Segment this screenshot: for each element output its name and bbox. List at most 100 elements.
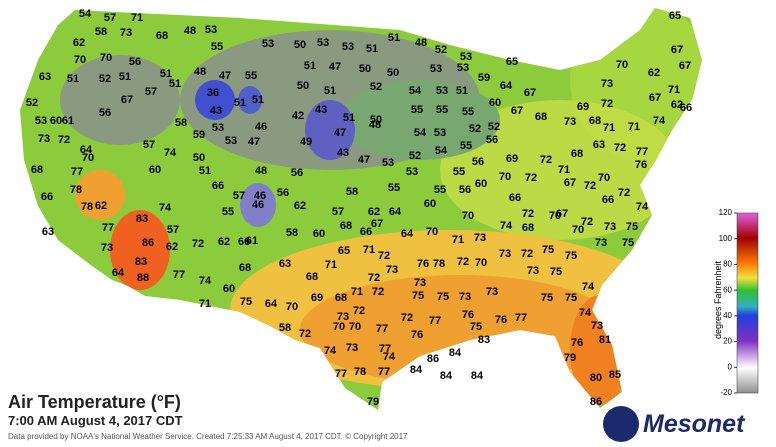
station-temp: 47 <box>358 154 370 166</box>
map-subtitle: 7:00 AM August 4, 2017 CDT <box>8 413 183 428</box>
station-temp: 48 <box>369 119 381 131</box>
colorbar-tick-label: 20 <box>723 337 732 346</box>
station-temp: 53 <box>457 62 469 74</box>
station-temp: 67 <box>671 44 683 56</box>
station-temp: 73 <box>591 320 603 332</box>
station-temp: 52 <box>26 97 38 109</box>
station-temp: 67 <box>564 177 576 189</box>
station-temp: 55 <box>462 106 474 118</box>
station-temp: 75 <box>437 291 449 303</box>
station-temp: 75 <box>412 290 424 302</box>
station-temp: 77 <box>335 368 347 380</box>
station-temp: 36 <box>207 87 219 99</box>
station-temp: 61 <box>246 235 258 247</box>
colorbar-tick-label: 0 <box>728 362 733 371</box>
station-temp: 77 <box>429 315 441 327</box>
station-temp: 66 <box>41 191 53 203</box>
station-temp: 75 <box>550 266 562 278</box>
station-temp: 75 <box>565 250 577 262</box>
station-temp: 81 <box>599 334 611 346</box>
logo: Mesonet <box>643 410 746 438</box>
station-temp: 75 <box>240 296 252 308</box>
station-temp: 75 <box>542 244 554 256</box>
station-temp: 74 <box>199 275 212 287</box>
logo-icon <box>603 406 639 442</box>
station-temp: 79 <box>367 396 379 408</box>
station-temp: 71 <box>603 122 615 134</box>
station-temp: 53 <box>382 157 394 169</box>
station-temp: 58 <box>346 186 358 198</box>
station-temp: 58 <box>279 322 291 334</box>
station-temp: 70 <box>426 226 438 238</box>
station-temp: 53 <box>35 115 47 127</box>
station-temp: 79 <box>564 352 576 364</box>
station-temp: 70 <box>572 224 584 236</box>
station-temp: 71 <box>628 121 640 133</box>
station-temp: 77 <box>379 343 391 355</box>
station-temp: 46 <box>252 199 264 211</box>
colorbar-label: degrees Fahrenheit <box>713 260 723 339</box>
station-temp: 66 <box>212 180 224 192</box>
station-temp: 72 <box>581 216 593 228</box>
station-temp: 59 <box>478 72 490 84</box>
station-temp: 77 <box>378 366 390 378</box>
station-temp: 52 <box>435 44 447 56</box>
station-temp: 60 <box>149 164 161 176</box>
station-temp: 71 <box>131 12 143 24</box>
station-temp: 73 <box>414 277 426 289</box>
station-temp: 47 <box>334 127 346 139</box>
station-temp: 84 <box>410 364 423 376</box>
station-temp: 73 <box>601 78 613 90</box>
station-temp: 48 <box>415 37 427 49</box>
station-temp: 74 <box>164 147 177 159</box>
station-temp: 51 <box>252 94 264 106</box>
station-temp: 55 <box>222 206 234 218</box>
station-temp: 68 <box>335 292 347 304</box>
station-temp: 77 <box>636 146 648 158</box>
station-temp: 74 <box>653 115 666 127</box>
station-temp: 64 <box>112 267 125 279</box>
station-temp: 77 <box>376 323 388 335</box>
station-temp: 47 <box>219 70 231 82</box>
station-temp: 69 <box>506 153 518 165</box>
colorbar-tick-label: 60 <box>723 285 732 294</box>
station-temp: 70 <box>462 210 474 222</box>
station-temp: 50 <box>387 67 399 79</box>
station-temp: 48 <box>194 66 206 78</box>
station-temp: 72 <box>457 256 469 268</box>
station-temp: 62 <box>294 200 306 212</box>
station-temp: 53 <box>436 85 448 97</box>
station-temp: 56 <box>486 134 498 146</box>
station-temp: 77 <box>515 312 527 324</box>
station-temp: 68 <box>306 271 318 283</box>
station-temp: 74 <box>579 307 592 319</box>
station-temp: 51 <box>324 85 336 97</box>
station-temp: 55 <box>453 166 465 178</box>
station-temp: 58 <box>286 227 298 239</box>
station-temp: 67 <box>371 218 383 230</box>
station-temp: 47 <box>329 61 341 73</box>
station-temp: 71 <box>668 84 680 96</box>
station-temp: 52 <box>99 73 111 85</box>
station-temp: 51 <box>388 32 400 44</box>
station-temp: 78 <box>354 366 366 378</box>
station-temp: 54 <box>414 127 427 139</box>
station-temp: 70 <box>598 172 610 184</box>
station-temp: 73 <box>486 286 498 298</box>
station-temp: 50 <box>297 80 309 92</box>
station-temp: 47 <box>248 136 260 148</box>
station-temp: 52 <box>370 81 382 93</box>
station-temp: 43 <box>315 104 327 116</box>
station-temp: 75 <box>565 292 577 304</box>
station-temp: 64 <box>80 144 93 156</box>
station-temp: 70 <box>616 59 628 71</box>
station-temp: 72 <box>353 305 365 317</box>
station-temp: 53 <box>342 41 354 53</box>
station-temp: 52 <box>409 150 421 162</box>
station-temp: 72 <box>584 180 596 192</box>
station-temp: 70 <box>82 152 94 164</box>
station-temp: 57 <box>104 12 116 24</box>
station-temp: 73 <box>386 264 398 276</box>
